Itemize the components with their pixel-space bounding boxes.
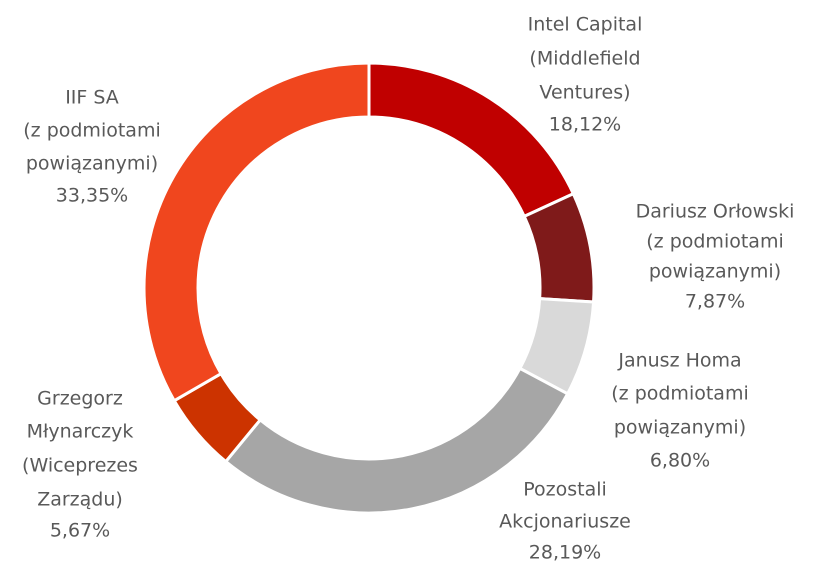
category-label: (z podmiotami xyxy=(611,383,748,405)
donut-segment xyxy=(522,191,596,304)
donut-segment xyxy=(223,366,570,515)
category-label: Grzegorz xyxy=(37,388,123,410)
category-label: Intel Capital xyxy=(528,14,643,36)
donut-segment xyxy=(142,61,371,403)
value-label: 7,87% xyxy=(685,291,745,313)
value-label: 33,35% xyxy=(56,185,128,207)
category-label: (z podmiotami xyxy=(23,120,160,142)
category-label: Ventures) xyxy=(539,82,630,104)
category-label: Janusz Homa xyxy=(617,350,741,372)
category-label: powiązanymi) xyxy=(614,417,746,439)
value-label: 6,80% xyxy=(650,450,710,472)
category-label: powiązanymi) xyxy=(26,153,158,175)
value-label: 5,67% xyxy=(50,520,110,542)
category-label: Zarządu) xyxy=(37,489,123,511)
category-label: Młynarczyk xyxy=(27,421,134,443)
category-label: IIF SA xyxy=(65,87,119,109)
category-label: (z podmiotami xyxy=(646,231,783,253)
category-label: Dariusz Orłowski xyxy=(636,201,795,223)
category-label: Akcjonariusze xyxy=(499,511,631,533)
value-label: 28,19% xyxy=(529,542,601,564)
value-label: 18,12% xyxy=(549,114,621,136)
category-label: (Wiceprezes xyxy=(22,455,138,477)
category-label: (Middlefield xyxy=(529,48,640,70)
category-label: Pozostali xyxy=(523,479,607,501)
category-label: powiązanymi) xyxy=(649,261,781,283)
